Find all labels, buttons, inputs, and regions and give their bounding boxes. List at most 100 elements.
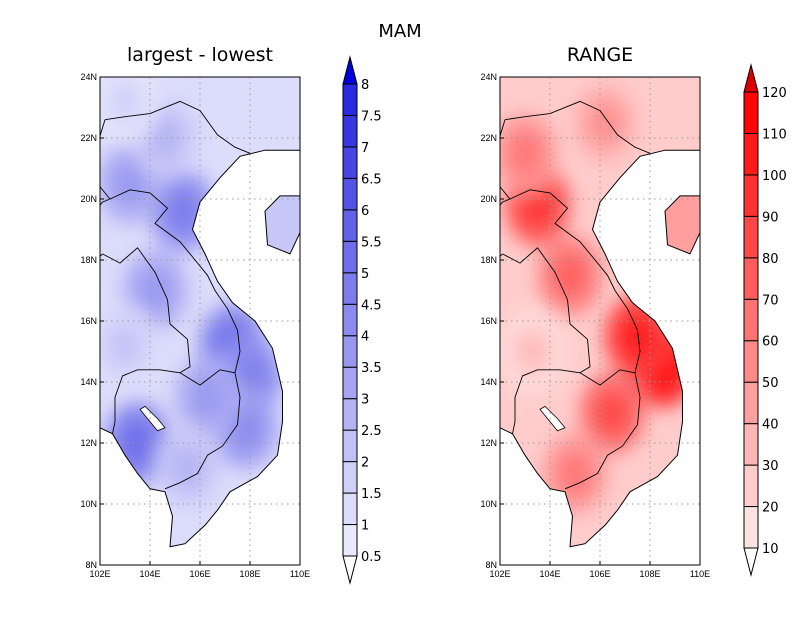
field-blob [116,165,144,202]
y-tick-label: 22N [480,133,497,143]
colorbar-bin [743,464,759,508]
hainan-field [665,195,700,254]
country-border [104,100,251,154]
country-border [102,247,191,374]
colorbar-label: 2.5 [361,424,382,439]
lake-tonle-sap [139,405,166,432]
colorbar-label: 1 [361,519,369,534]
season-title: MAM [378,21,421,42]
colorbar-label: 0.5 [361,550,382,565]
colorbar-bin [342,177,358,211]
x-tick-label: 104E [539,569,560,579]
colorbar-top-arrow [743,63,759,93]
colorbar-label: 6 [361,204,369,219]
colorbar-label: 20 [762,501,779,516]
country-border [500,119,641,373]
colorbar-label: 4.5 [361,298,382,313]
colorbar-label: 60 [762,335,779,350]
colorbar-bin [743,381,759,425]
map-panel-right: RANGE 102E 104E 106E 108E 110E 24N 22N 20N 18N 16… [480,44,710,579]
y-tick-label: 20N [480,194,497,204]
coastline-hainan [664,195,700,255]
colorbar-bin [342,240,358,274]
colorbar-bin [743,91,759,134]
country-border [100,119,241,373]
colorbar-top-arrow [342,55,358,85]
y-tick-label: 22N [80,133,97,143]
colorbar-bin [743,423,759,466]
country-border [564,372,641,490]
colorbar-bin [743,257,759,300]
field-blob [168,193,197,230]
field-blob [236,357,264,394]
field-blob [561,455,589,492]
y-tick-label: 8N [85,560,97,570]
colorbar-bin [342,335,358,368]
field-blob [123,425,152,461]
field-blob [591,104,619,141]
y-tick-label: 14N [80,377,97,387]
country-border [164,372,241,490]
y-tick-label: 8N [485,560,497,570]
colorbar-label: 2 [361,456,369,471]
colorbar-bin [342,429,358,463]
map-panel-left: largest - lowest 102E 104E 106E 108E 110E 24N… [80,44,310,579]
colorbar-bin [342,524,358,557]
colorbar-label: 50 [762,376,779,391]
x-tick-label: 106E [189,569,210,579]
gridlines-right [500,77,700,565]
field-blob [193,379,222,416]
y-tick-label: 10N [80,499,97,509]
colorbar-label: 120 [762,86,787,101]
colorbar-label: 10 [762,542,779,557]
y-tick-label: 10N [480,499,497,509]
panel-title-right: RANGE [567,44,633,66]
colorbar-label: 90 [762,210,779,225]
y-tick-label: 20N [80,194,97,204]
gridlines-left [100,77,300,565]
field-blob [556,257,584,294]
colorbar-bin [342,83,358,116]
colorbar-label: 5 [361,267,369,282]
field-blob [518,333,547,370]
colorbar-bottom-arrow [743,547,759,577]
colorbar-bin [342,272,358,305]
colorbar-bin [743,298,759,342]
y-tick-label: 12N [480,438,497,448]
colorbar-bin [743,174,759,217]
field-blob [173,449,202,486]
colorbar-bottom-arrow [342,555,358,585]
borders-right [500,100,700,548]
x-tick-label: 108E [239,569,260,579]
colorbar-bin [342,146,358,179]
colorbar-label: 5.5 [361,235,382,250]
colorbar-label: 6.5 [361,172,382,187]
colorbar-label: 7 [361,141,369,156]
x-tick-label: 106E [589,569,610,579]
x-tick-label: 102E [89,569,110,579]
coastline [100,149,300,548]
x-tick-label: 110E [690,569,710,579]
field-blob [511,135,539,172]
field-blob [151,120,179,156]
field-blob [523,187,552,224]
field-blob [141,272,169,309]
field-blob [111,327,139,364]
x-tick-label: 104E [139,569,160,579]
colorbar-bin [342,114,358,148]
colorbar-label: 30 [762,459,779,474]
y-tick-label: 24N [80,72,97,82]
y-tick-label: 14N [480,377,497,387]
borders-left [100,100,300,548]
country-border [500,198,511,257]
y-tick-label: 16N [80,316,97,326]
y-tick-label: 12N [80,438,97,448]
panel-title-left: largest - lowest [127,44,273,66]
colorbar-label: 7.5 [361,109,382,124]
country-border [100,198,111,257]
y-tick-label: 24N [480,72,497,82]
colorbar-bin [342,209,358,242]
x-tick-label: 108E [639,569,660,579]
colorbar-label: 80 [762,252,779,267]
colorbar-label: 110 [762,127,787,142]
